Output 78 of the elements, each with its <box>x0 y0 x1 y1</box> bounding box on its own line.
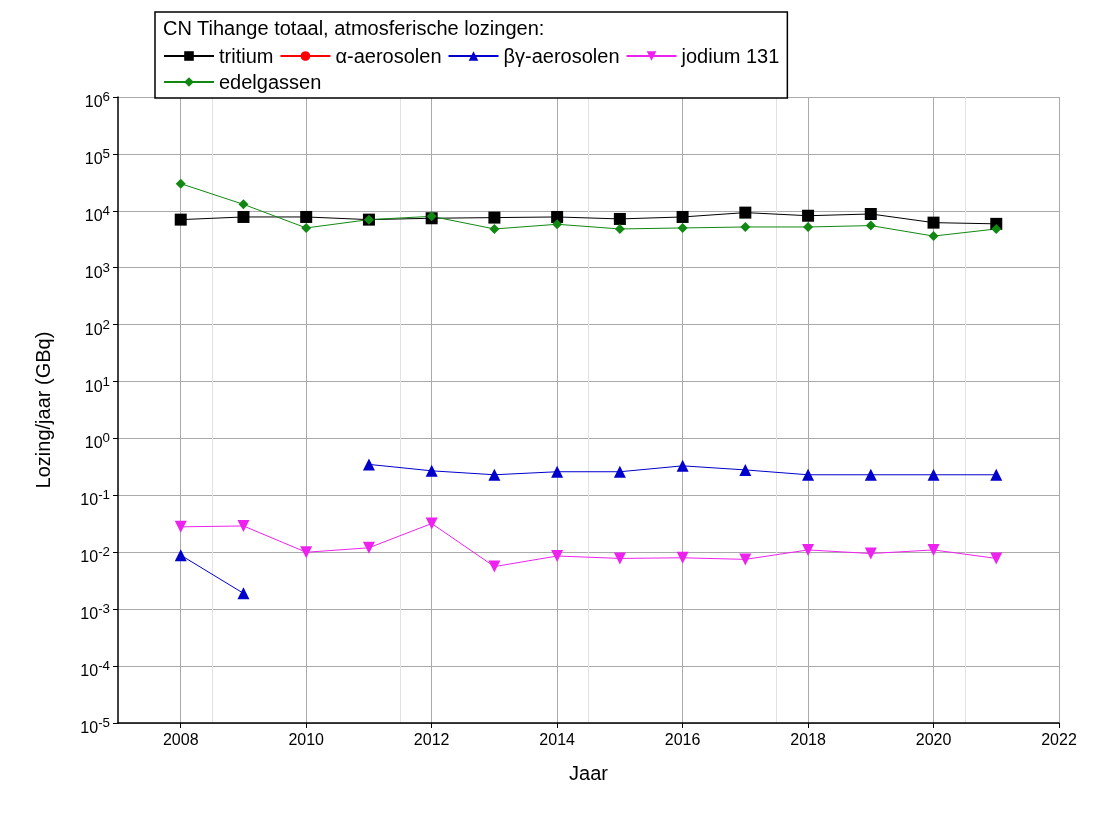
point <box>552 219 563 230</box>
point <box>489 223 500 234</box>
point <box>362 541 375 554</box>
point <box>174 520 187 533</box>
point <box>864 468 877 481</box>
point <box>927 468 940 481</box>
point <box>864 547 877 560</box>
y-tick-label: 10$^{-1}$ <box>80 486 110 511</box>
point <box>676 459 689 472</box>
point <box>864 207 877 220</box>
point <box>739 206 752 219</box>
point <box>425 464 438 477</box>
point <box>551 210 564 223</box>
point <box>175 178 186 189</box>
point <box>425 517 438 530</box>
y-tick-label: 10$^{4}$ <box>84 201 110 227</box>
y-tick-label: 10$^{-5}$ <box>80 714 110 739</box>
point <box>676 210 689 223</box>
y-tick-label: 10$^{-2}$ <box>80 543 110 568</box>
point <box>238 199 249 210</box>
point <box>300 546 313 559</box>
point <box>174 213 187 226</box>
point <box>613 552 626 565</box>
y-tick-label: 10$^{-4}$ <box>80 657 110 682</box>
point <box>928 231 939 242</box>
y-tick-label: 10$^{3}$ <box>84 258 110 284</box>
point <box>676 551 689 564</box>
point <box>237 210 250 223</box>
point <box>990 468 1003 481</box>
point <box>362 458 375 471</box>
point <box>927 216 940 229</box>
legend-label: βγ-aerosolen <box>503 45 620 67</box>
x-tick-label: 2008 <box>162 730 199 748</box>
point <box>803 221 814 232</box>
point <box>614 223 625 234</box>
y-tick-label: 10$^{5}$ <box>84 144 110 170</box>
point <box>488 468 501 481</box>
point <box>865 220 876 231</box>
legend-label: jodium 131 <box>680 45 780 67</box>
point <box>237 587 250 600</box>
point <box>174 549 187 562</box>
x-tick-label: 2012 <box>413 730 450 748</box>
point <box>927 543 940 556</box>
point <box>802 543 815 556</box>
x-tick-label: 2020 <box>915 730 952 748</box>
point <box>990 552 1003 565</box>
point <box>802 468 815 481</box>
y-tick-label: 10$^{2}$ <box>84 315 110 340</box>
legend-label: edelgassen <box>219 71 322 93</box>
x-tick-label: 2018 <box>790 730 826 748</box>
point <box>802 209 815 222</box>
point <box>613 465 626 478</box>
x-tick-label: 2010 <box>288 730 325 748</box>
point <box>613 212 626 225</box>
point <box>301 222 312 233</box>
x-tick-label: 2022 <box>1041 730 1077 748</box>
point <box>237 519 250 532</box>
point <box>740 221 751 232</box>
point <box>739 463 752 476</box>
point <box>300 210 313 223</box>
y-axis-title: Lozing/jaar (GBq) <box>32 331 54 489</box>
point <box>739 553 752 566</box>
point <box>551 550 564 562</box>
x-tick-label: 2014 <box>539 730 576 748</box>
point <box>488 560 501 573</box>
point <box>677 222 688 233</box>
y-tick-label: 10$^{0}$ <box>84 429 110 454</box>
point <box>551 465 564 478</box>
legend-label: tritium <box>219 45 274 67</box>
legend-label: α-aerosolen <box>335 45 442 67</box>
legend-title: CN Tihange totaal, atmosferische lozingen: <box>163 17 545 39</box>
x-tick-label: 2016 <box>664 730 701 748</box>
y-tick-label: 10$^{-3}$ <box>80 600 110 625</box>
y-tick-label: 10$^{1}$ <box>84 372 110 397</box>
y-tick-label: 10$^{6}$ <box>84 88 110 113</box>
point <box>488 211 501 224</box>
point <box>991 223 1002 234</box>
x-axis-title: Jaar <box>569 762 609 784</box>
